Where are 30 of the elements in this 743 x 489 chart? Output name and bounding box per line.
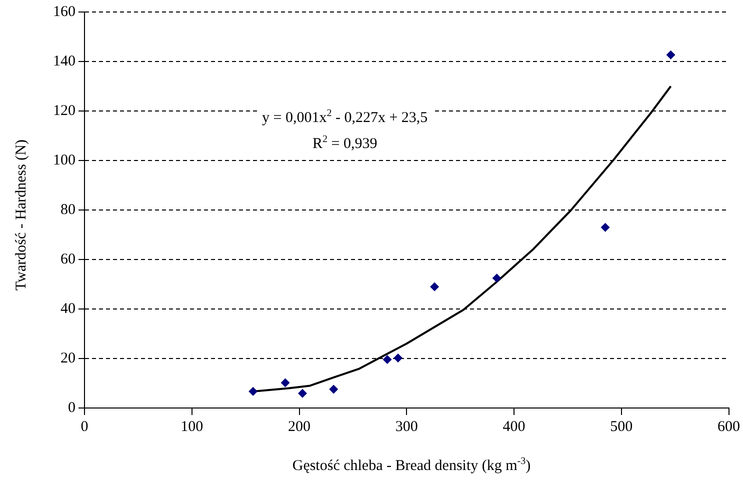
y-tick-label: 20 xyxy=(60,350,76,366)
x-tick-label: 300 xyxy=(395,418,418,435)
x-axis-title: Gęstość chleba - Bread density (kg m$^{-3}$) xyxy=(291,456,532,475)
point xyxy=(492,274,502,283)
point xyxy=(382,354,392,364)
annotation: y = 0,001x$^{2}$ - 0,227x + 23,5 xyxy=(262,107,428,128)
y-tick-label: 140 xyxy=(53,53,76,70)
y-axis-title: Twardość - Hardness (N) xyxy=(14,140,30,290)
x-tick-label: 200 xyxy=(288,418,310,435)
x-tick-label: 100 xyxy=(180,418,204,435)
y-tick-label: 100 xyxy=(53,152,76,168)
point xyxy=(394,354,403,363)
y-tick-label: 60 xyxy=(60,251,76,268)
y-tick-label: 120 xyxy=(53,102,76,119)
y-tick-label: 80 xyxy=(60,202,76,218)
point xyxy=(430,282,440,292)
point xyxy=(600,222,610,232)
x-tick-label: 600 xyxy=(718,418,740,435)
point xyxy=(298,388,307,398)
point xyxy=(248,386,258,396)
annotation: R$^{2}$ = 0,939 xyxy=(311,133,378,154)
point xyxy=(329,384,338,394)
y-tick-label: 40 xyxy=(60,300,76,317)
x-tick-label: 0 xyxy=(80,418,88,435)
x-tick-label: 500 xyxy=(610,418,633,435)
y-tick-label: 0 xyxy=(68,400,76,416)
x-tick-label: 400 xyxy=(502,418,526,435)
y-tick-label: 160 xyxy=(53,4,76,20)
point xyxy=(280,378,290,388)
point xyxy=(666,50,676,60)
